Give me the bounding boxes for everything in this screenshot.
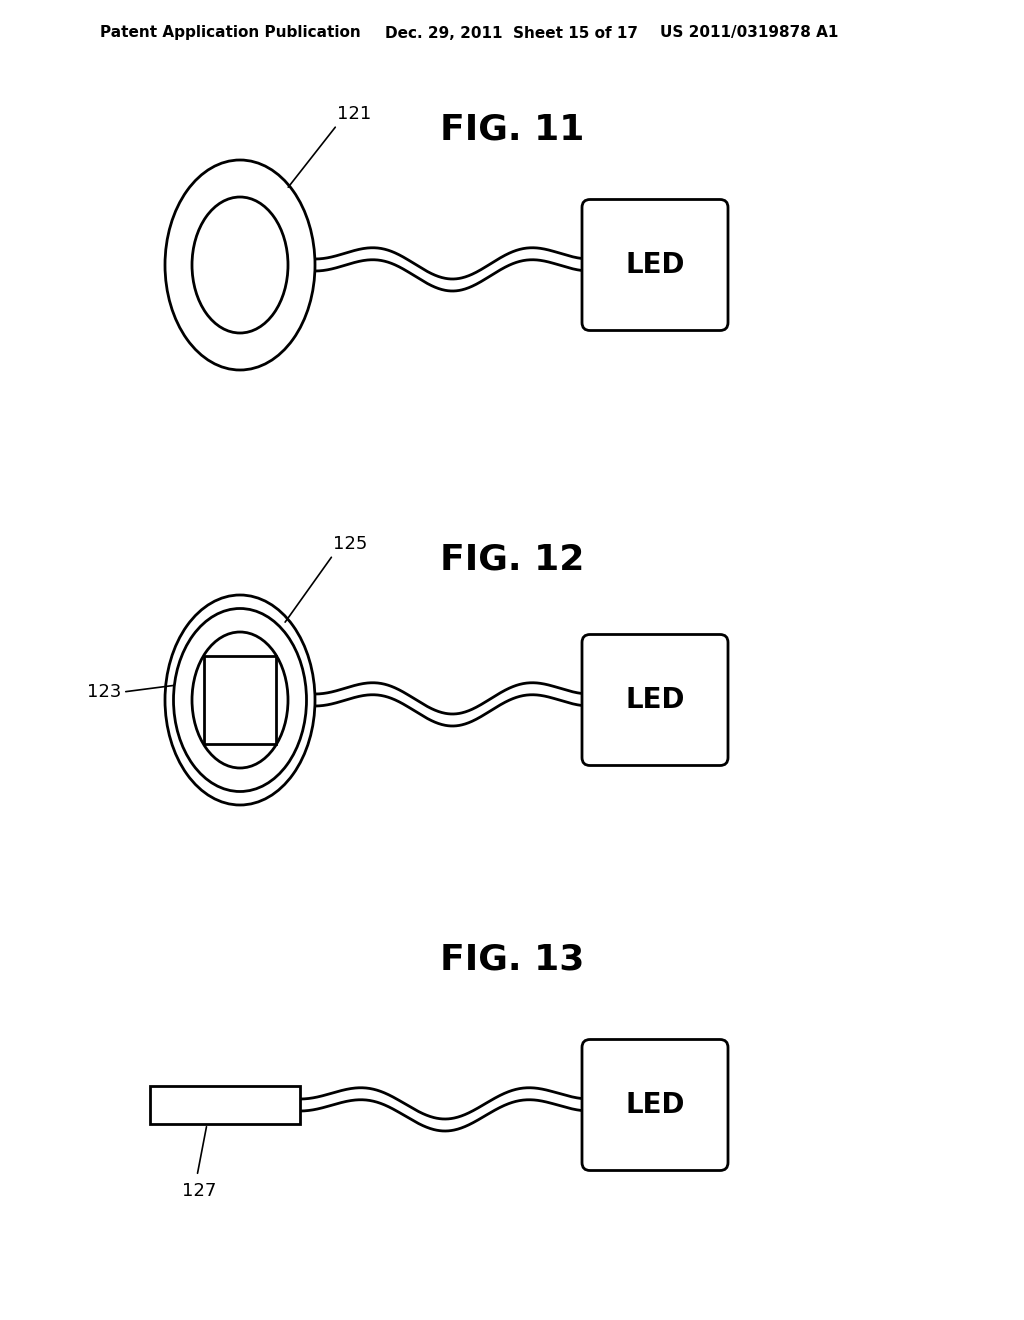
- Text: 123: 123: [87, 682, 121, 701]
- Ellipse shape: [193, 197, 288, 333]
- Ellipse shape: [173, 609, 306, 792]
- Text: FIG. 11: FIG. 11: [440, 114, 584, 147]
- Text: FIG. 13: FIG. 13: [440, 942, 584, 977]
- Text: LED: LED: [626, 251, 685, 279]
- Bar: [204, 656, 276, 744]
- Text: FIG. 12: FIG. 12: [440, 543, 584, 577]
- FancyBboxPatch shape: [582, 635, 728, 766]
- Text: LED: LED: [626, 686, 685, 714]
- Text: 125: 125: [333, 535, 368, 553]
- Text: Patent Application Publication: Patent Application Publication: [100, 25, 360, 41]
- Text: Dec. 29, 2011  Sheet 15 of 17: Dec. 29, 2011 Sheet 15 of 17: [385, 25, 638, 41]
- Text: US 2011/0319878 A1: US 2011/0319878 A1: [660, 25, 839, 41]
- Ellipse shape: [165, 595, 315, 805]
- Text: BATT: BATT: [210, 690, 269, 710]
- Ellipse shape: [165, 160, 315, 370]
- Text: LED: LED: [626, 1092, 685, 1119]
- Ellipse shape: [193, 632, 288, 768]
- Text: 127: 127: [182, 1181, 216, 1200]
- Text: 121: 121: [337, 106, 372, 123]
- FancyBboxPatch shape: [582, 199, 728, 330]
- Bar: [150, 1086, 300, 1125]
- FancyBboxPatch shape: [582, 1040, 728, 1171]
